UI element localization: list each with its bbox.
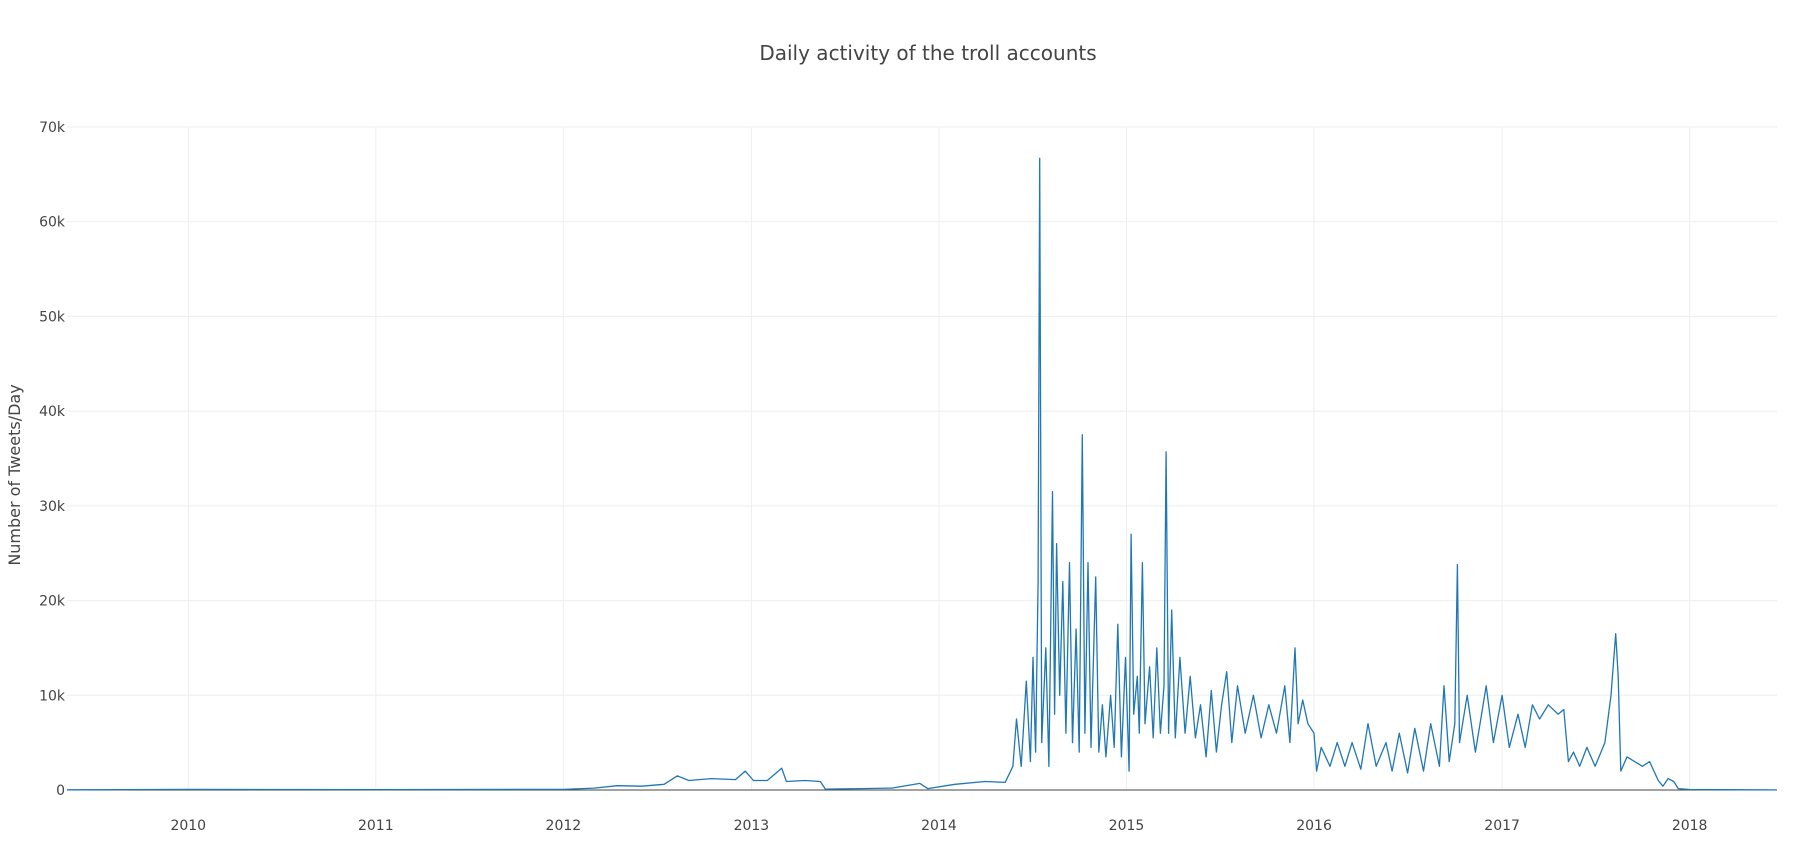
y-tick-label: 50k — [39, 309, 66, 325]
y-tick-label: 0 — [56, 783, 65, 799]
x-tick-label: 2018 — [1672, 818, 1708, 834]
x-tick-label: 2016 — [1296, 818, 1332, 834]
x-tick-label: 2011 — [358, 818, 394, 834]
gridlines — [67, 126, 1777, 790]
y-axis-title: Number of Tweets/Day — [5, 384, 24, 565]
x-axis-ticks: 2010 2011 2012 2013 2014 2015 2016 2017 2018 — [170, 818, 1707, 834]
series-line-0 — [66, 157, 1778, 791]
y-tick-label: 40k — [39, 404, 66, 420]
y-axis-ticks: 0 10k 20k 30k 40k 50k 60k 70k — [39, 120, 66, 799]
y-tick-label: 20k — [39, 594, 66, 610]
x-tick-label: 2012 — [546, 818, 582, 834]
y-tick-label: 70k — [39, 120, 66, 136]
y-tick-label: 30k — [39, 499, 66, 515]
y-tick-label: 10k — [39, 688, 66, 704]
x-tick-label: 2013 — [734, 818, 770, 834]
x-tick-label: 2010 — [170, 818, 206, 834]
x-tick-label: 2014 — [921, 818, 957, 834]
y-tick-label: 60k — [39, 215, 66, 231]
series-group — [66, 157, 1778, 791]
x-tick-label: 2015 — [1109, 818, 1145, 834]
x-tick-label: 2017 — [1484, 818, 1520, 834]
chart-title: Daily activity of the troll accounts — [759, 41, 1096, 65]
